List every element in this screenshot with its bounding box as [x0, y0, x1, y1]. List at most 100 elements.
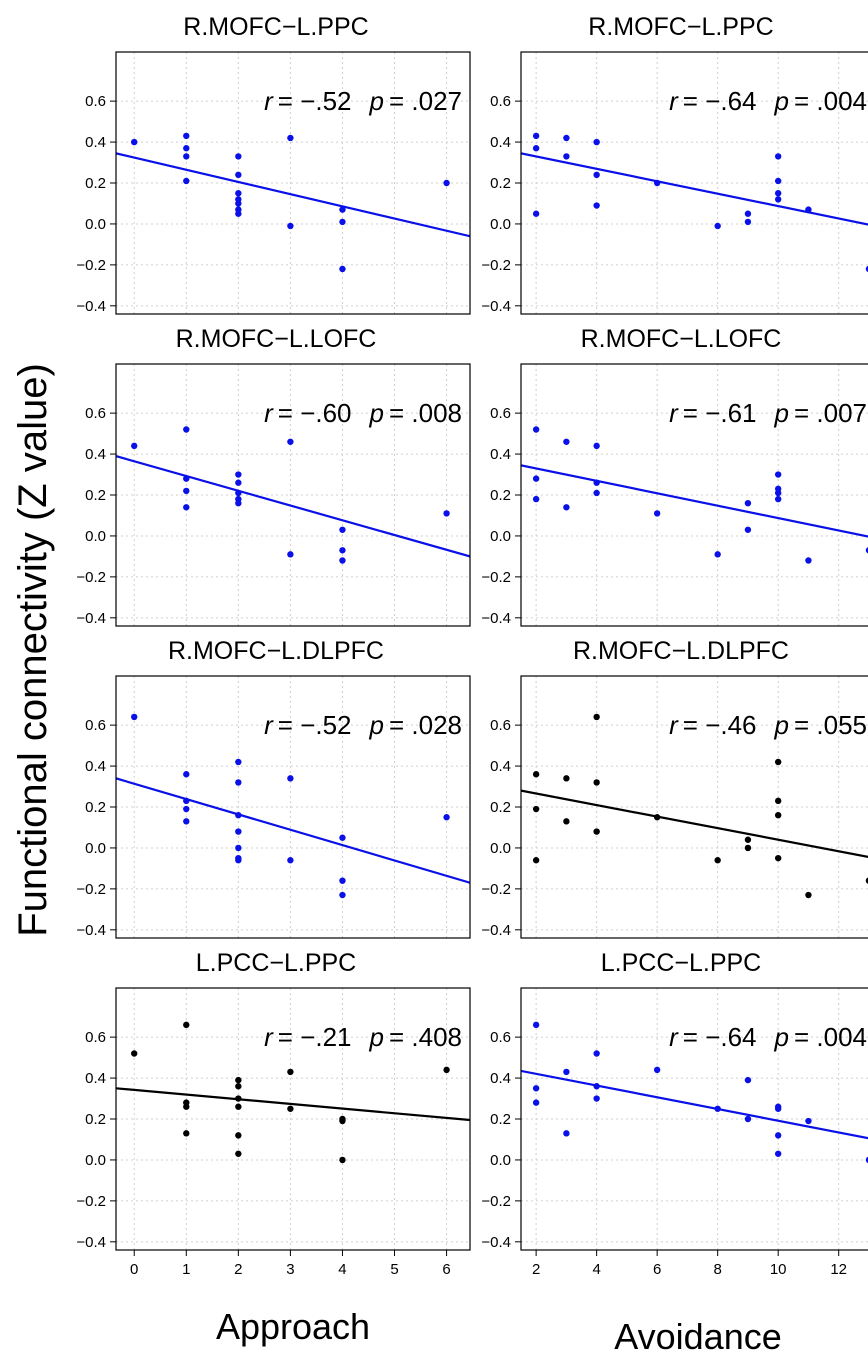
data-point [532, 805, 540, 813]
data-point [443, 814, 450, 821]
data-point [714, 222, 721, 230]
x-axis-title-approach: Approach [216, 1306, 370, 1347]
data-point [593, 138, 600, 146]
panel-plot-area [116, 132, 470, 273]
data-point [774, 1105, 782, 1112]
data-point [593, 479, 600, 486]
data-point [714, 551, 721, 558]
data-point [805, 1117, 812, 1125]
data-point [744, 836, 752, 843]
regression-line [116, 777, 470, 884]
y-tick-label: 0.6 [85, 405, 106, 422]
y-tick-label: 0.2 [490, 799, 511, 816]
y-tick-label: 0.0 [490, 840, 511, 857]
x-tick-label: 5 [390, 1261, 398, 1278]
stat-r-symbol: r [669, 398, 679, 428]
data-point [744, 218, 752, 226]
data-point [593, 171, 600, 179]
data-point [563, 504, 570, 511]
panel-title: R.MOFC−L.DLPFC [573, 637, 789, 665]
stat-p-symbol: p [774, 1022, 789, 1052]
panel-plot-area [521, 1021, 868, 1163]
data-point [774, 1150, 782, 1157]
y-tick-label: −0.2 [76, 881, 106, 898]
data-point [183, 1103, 190, 1110]
stat-annotation: r = −.64 p = .004 [669, 1022, 867, 1052]
data-point [235, 153, 242, 160]
data-point [183, 1021, 190, 1029]
y-tick-label: 0.4 [85, 1070, 106, 1087]
data-point [443, 1066, 450, 1074]
stat-annotation: r = −.64 p = .004 [669, 86, 867, 116]
y-tick-label: 0.0 [490, 216, 511, 233]
data-point [287, 134, 294, 142]
y-tick-label: −0.4 [76, 610, 106, 627]
data-point [593, 713, 600, 721]
data-point [774, 177, 782, 185]
data-point [774, 854, 782, 862]
scatter-panel-6: R.MOFC−L.DLPFC 0.6 0.4 0.2 0.0 −0.2 −0.4 r = −.4… [481, 637, 868, 939]
regression-line [116, 152, 470, 238]
data-point [339, 1156, 346, 1164]
data-point [235, 1095, 242, 1102]
panel-title: R.MOFC−L.PPC [183, 13, 368, 41]
stat-annotation: r = −.21 p = .408 [264, 1022, 462, 1052]
stat-p-symbol: p [774, 86, 789, 116]
panel-title: R.MOFC−L.LOFC [176, 325, 377, 353]
stat-p-value: = .055 [794, 710, 867, 740]
data-point [805, 891, 812, 899]
panel-plot-area [116, 713, 470, 899]
stat-p-value: = .007 [794, 398, 867, 428]
data-point [653, 510, 661, 517]
data-point [563, 818, 570, 825]
x-tick-label: 10 [770, 1261, 787, 1278]
data-point [339, 877, 346, 884]
stat-r-value: = −.52 [278, 710, 352, 740]
scatter-panel-1: R.MOFC−L.PPC 0.6 0.4 0.2 0.0 −0.2 −0.4 r = −.52 p… [76, 13, 471, 315]
panel-frame [520, 363, 868, 627]
stat-annotation: r = −.60 p = .008 [264, 398, 462, 428]
data-point [532, 426, 540, 433]
data-point [593, 779, 600, 786]
stat-r-value: = −.46 [683, 710, 757, 740]
x-tick-label: 1 [182, 1261, 190, 1278]
y-tick-label: −0.4 [481, 610, 511, 627]
data-point [287, 438, 294, 445]
y-tick-label: −0.4 [481, 1234, 511, 1251]
data-point [131, 1050, 138, 1057]
y-tick-label: −0.2 [481, 569, 511, 586]
data-point [563, 134, 570, 142]
data-point [183, 487, 190, 495]
panel-frame [115, 363, 471, 627]
panel-frame [115, 675, 471, 939]
data-point [235, 489, 242, 497]
y-tick-label: 0.2 [85, 1111, 106, 1128]
y-tick-label: −0.2 [481, 1193, 511, 1210]
stat-r-symbol: r [669, 710, 679, 740]
panel-plot-area [116, 1021, 470, 1164]
y-tick-label: 0.0 [85, 1152, 106, 1169]
y-axis-title: Functional connectivity (Z value) [11, 363, 55, 937]
data-point [805, 206, 812, 213]
x-tick-label: 8 [713, 1261, 721, 1278]
regression-line [116, 1087, 470, 1122]
data-point [744, 844, 752, 852]
scatter-panel-4: R.MOFC−L.LOFC 0.6 0.4 0.2 0.0 −0.2 −0.4 r = −.61… [481, 325, 868, 627]
data-point [235, 1103, 242, 1110]
stat-p-value: = .408 [389, 1022, 462, 1052]
regression-line [116, 455, 470, 558]
data-point [235, 479, 242, 486]
data-point [235, 779, 242, 786]
y-tick-label: −0.4 [481, 298, 511, 315]
data-point [563, 438, 570, 445]
y-tick-label: −0.2 [76, 1193, 106, 1210]
data-point [865, 547, 868, 554]
y-tick-label: −0.2 [481, 257, 511, 274]
data-point [865, 877, 868, 884]
panel-frame [520, 987, 868, 1251]
data-point [744, 1115, 752, 1123]
stat-p-symbol: p [369, 398, 384, 428]
panel-frame [520, 675, 868, 939]
data-point [235, 758, 242, 766]
